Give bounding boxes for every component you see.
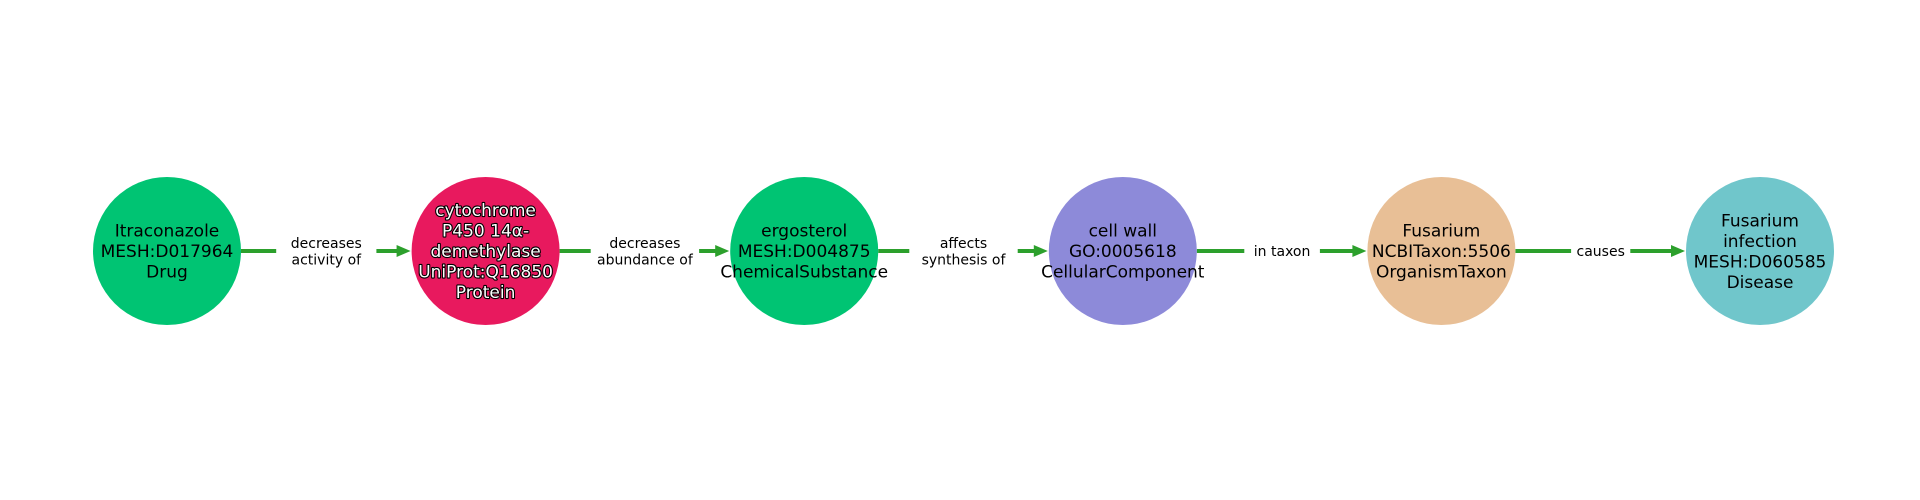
node-label-line: cell wall	[1089, 222, 1157, 242]
arrowhead-icon	[396, 245, 411, 257]
node-n6: Fusarium infection MESH:D060585 Disease	[1686, 177, 1834, 325]
node-n4: cell wall GO:0005618 CellularComponent	[1041, 177, 1205, 325]
node-label-line: NCBITaxon:5506	[1372, 242, 1511, 262]
node-label-line: ergosterol	[761, 222, 847, 242]
edge-label-line: causes	[1577, 244, 1625, 260]
edge-label-line: activity of	[292, 252, 363, 268]
node-label-line: P450 14α-	[442, 222, 529, 242]
arrowhead-icon	[715, 245, 730, 257]
arrowhead-icon	[1033, 245, 1048, 257]
node-label-line: Fusarium	[1721, 211, 1799, 231]
node-circle	[730, 177, 879, 325]
node-n2: cytochrome P450 14α-demethylase UniProt:Q1…	[411, 177, 560, 325]
edge-label-line: synthesis of	[922, 252, 1007, 268]
node-circle	[1686, 177, 1834, 325]
edge-label: decreases activity of	[291, 236, 362, 269]
node-n5: Fusarium NCBITaxon:5506 OrganismTaxon	[1367, 177, 1516, 325]
node-label-line: UniProt:Q16850	[418, 263, 553, 283]
edge-label-bg	[590, 232, 700, 270]
arrowhead-icon	[1352, 245, 1367, 257]
node-label-line: Protein	[456, 283, 516, 303]
edge-label-bg	[1571, 240, 1631, 262]
node-label-line: MESH:D060585	[1694, 252, 1827, 272]
edge-label-bg	[909, 232, 1018, 270]
node-label-line: Fusarium	[1402, 222, 1480, 242]
node-circle	[411, 177, 560, 325]
edge-label-line: decreases	[609, 236, 680, 252]
node-label-line: demethylase	[430, 242, 540, 262]
edge-2: affects synthesis of	[878, 232, 1048, 270]
node-label-line: Itraconazole	[115, 222, 220, 242]
node-circle	[1367, 177, 1516, 325]
node-label-line: cytochrome	[435, 201, 536, 221]
edge-label-line: in taxon	[1254, 244, 1311, 260]
edge-label-line: affects	[940, 236, 987, 252]
node-label-line: Disease	[1727, 273, 1794, 293]
edge-label-line: abundance of	[597, 252, 694, 268]
edge-label: decreases abundance of	[597, 236, 694, 269]
node-label: Itraconazole MESH:D017964 Drug	[101, 222, 234, 283]
node-label-line: infection	[1723, 232, 1797, 252]
node-label: ergosterol MESH:D004875 ChemicalSubstance	[720, 222, 888, 283]
node-label: Fusarium NCBITaxon:5506 OrganismTaxon	[1372, 222, 1511, 283]
node-n3: ergosterol MESH:D004875 ChemicalSubstance	[720, 177, 888, 325]
edge-0: decreases activity of	[241, 232, 411, 270]
node-label: cytochrome P450 14α-demethylase UniProt:Q1…	[418, 201, 553, 303]
edge-label-bg	[276, 232, 377, 270]
node-label: Fusarium infection MESH:D060585 Disease	[1694, 211, 1827, 293]
edge-label-bg	[1244, 240, 1320, 262]
node-label-line: CellularComponent	[1041, 263, 1205, 283]
node-circle	[1048, 177, 1197, 325]
node-circle	[93, 177, 241, 325]
edge-1: decreases abundance of	[559, 232, 730, 270]
node-label-line: MESH:D017964	[101, 242, 234, 262]
arrowhead-icon	[1671, 245, 1685, 257]
node-label-line: OrganismTaxon	[1376, 263, 1507, 283]
edge-label: causes	[1577, 244, 1625, 260]
edge-label: affects synthesis of	[922, 236, 1007, 269]
node-label-line: GO:0005618	[1069, 242, 1177, 262]
edge-3: in taxon	[1196, 240, 1367, 262]
node-label: cell wall GO:0005618 CellularComponent	[1041, 222, 1205, 283]
edge-4: causes	[1515, 240, 1685, 262]
nodes-layer: Itraconazole MESH:D017964 Drug cytochrome P4…	[93, 177, 1834, 325]
node-n1: Itraconazole MESH:D017964 Drug	[93, 177, 241, 325]
edge-label-line: decreases	[291, 236, 362, 252]
edge-label: in taxon	[1254, 244, 1311, 260]
node-label-line: MESH:D004875	[738, 242, 871, 262]
node-label-line: Drug	[146, 263, 188, 283]
node-label-line: ChemicalSubstance	[720, 263, 888, 283]
